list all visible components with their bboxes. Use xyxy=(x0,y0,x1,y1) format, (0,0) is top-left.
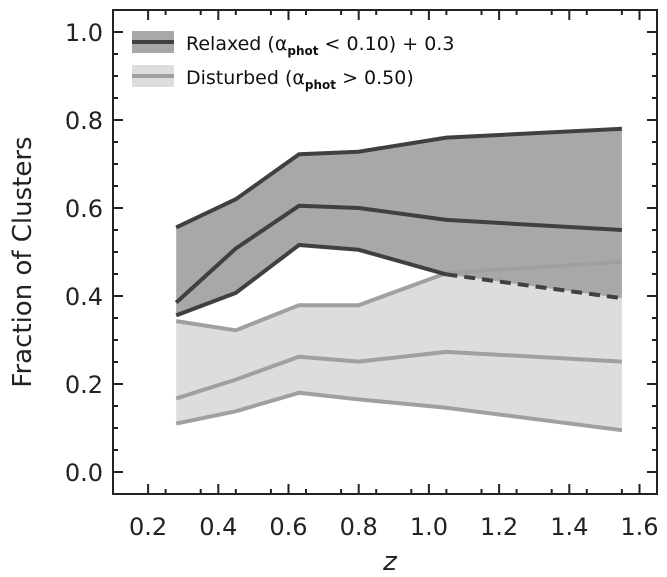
x-tick-label: 1.6 xyxy=(620,513,658,541)
x-tick-label: 0.4 xyxy=(199,513,237,541)
y-tick-label: 0.2 xyxy=(65,371,103,399)
legend-label-disturbed-symbol: α xyxy=(292,67,305,89)
line-relaxed-lower-dashed xyxy=(446,272,623,301)
line-relaxed-center xyxy=(174,203,623,305)
y-tick-label: 0.8 xyxy=(65,107,103,135)
x-tick-label: 0.8 xyxy=(340,513,378,541)
y-axis-title: Fraction of Clusters xyxy=(8,136,38,387)
legend-label-disturbed-suffix: > 0.50) xyxy=(336,67,414,89)
line-disturbed-upper xyxy=(175,259,623,333)
legend-label-relaxed-prefix: Relaxed ( xyxy=(186,33,275,55)
tick-labels: 0.2 0.4 0.6 0.8 1.0 1.2 1.4 1.6 0.0 0.2 0.4 0.6 0.8 1… xyxy=(65,19,659,541)
band-disturbed xyxy=(176,261,622,431)
line-disturbed-lower xyxy=(175,390,623,433)
legend: Relaxed (αphot < 0.10) + 0.3 Disturbed (… xyxy=(132,31,454,92)
x-tick-label: 0.2 xyxy=(129,513,167,541)
x-tick-label: 1.2 xyxy=(480,513,518,541)
y-tick-label: 0.4 xyxy=(65,283,103,311)
y-tick-label: 0.0 xyxy=(65,459,103,487)
legend-label-disturbed-subscript: phot xyxy=(305,78,336,92)
x-tick-label: 1.4 xyxy=(550,513,588,541)
legend-label-relaxed-symbol: α xyxy=(275,33,288,55)
legend-label-relaxed-suffix: < 0.10) + 0.3 xyxy=(318,33,454,55)
y-tick-label: 1.0 xyxy=(65,19,103,47)
line-relaxed-upper xyxy=(175,126,623,230)
y-tick-label: 0.6 xyxy=(65,195,103,223)
legend-label-disturbed: Disturbed (αphot > 0.50) xyxy=(186,67,414,92)
legend-label-disturbed-prefix: Disturbed ( xyxy=(186,67,292,89)
line-relaxed-lower xyxy=(175,243,447,318)
x-axis-title: z xyxy=(382,547,398,577)
ticks xyxy=(113,10,657,495)
x-tick-label: 1.0 xyxy=(410,513,448,541)
line-disturbed-center xyxy=(175,349,623,401)
plot-lines xyxy=(174,126,623,433)
legend-label-relaxed-subscript: phot xyxy=(287,44,318,58)
legend-label-relaxed: Relaxed (αphot < 0.10) + 0.3 xyxy=(186,33,454,58)
x-tick-label: 0.6 xyxy=(269,513,307,541)
plot-fills xyxy=(176,128,622,431)
